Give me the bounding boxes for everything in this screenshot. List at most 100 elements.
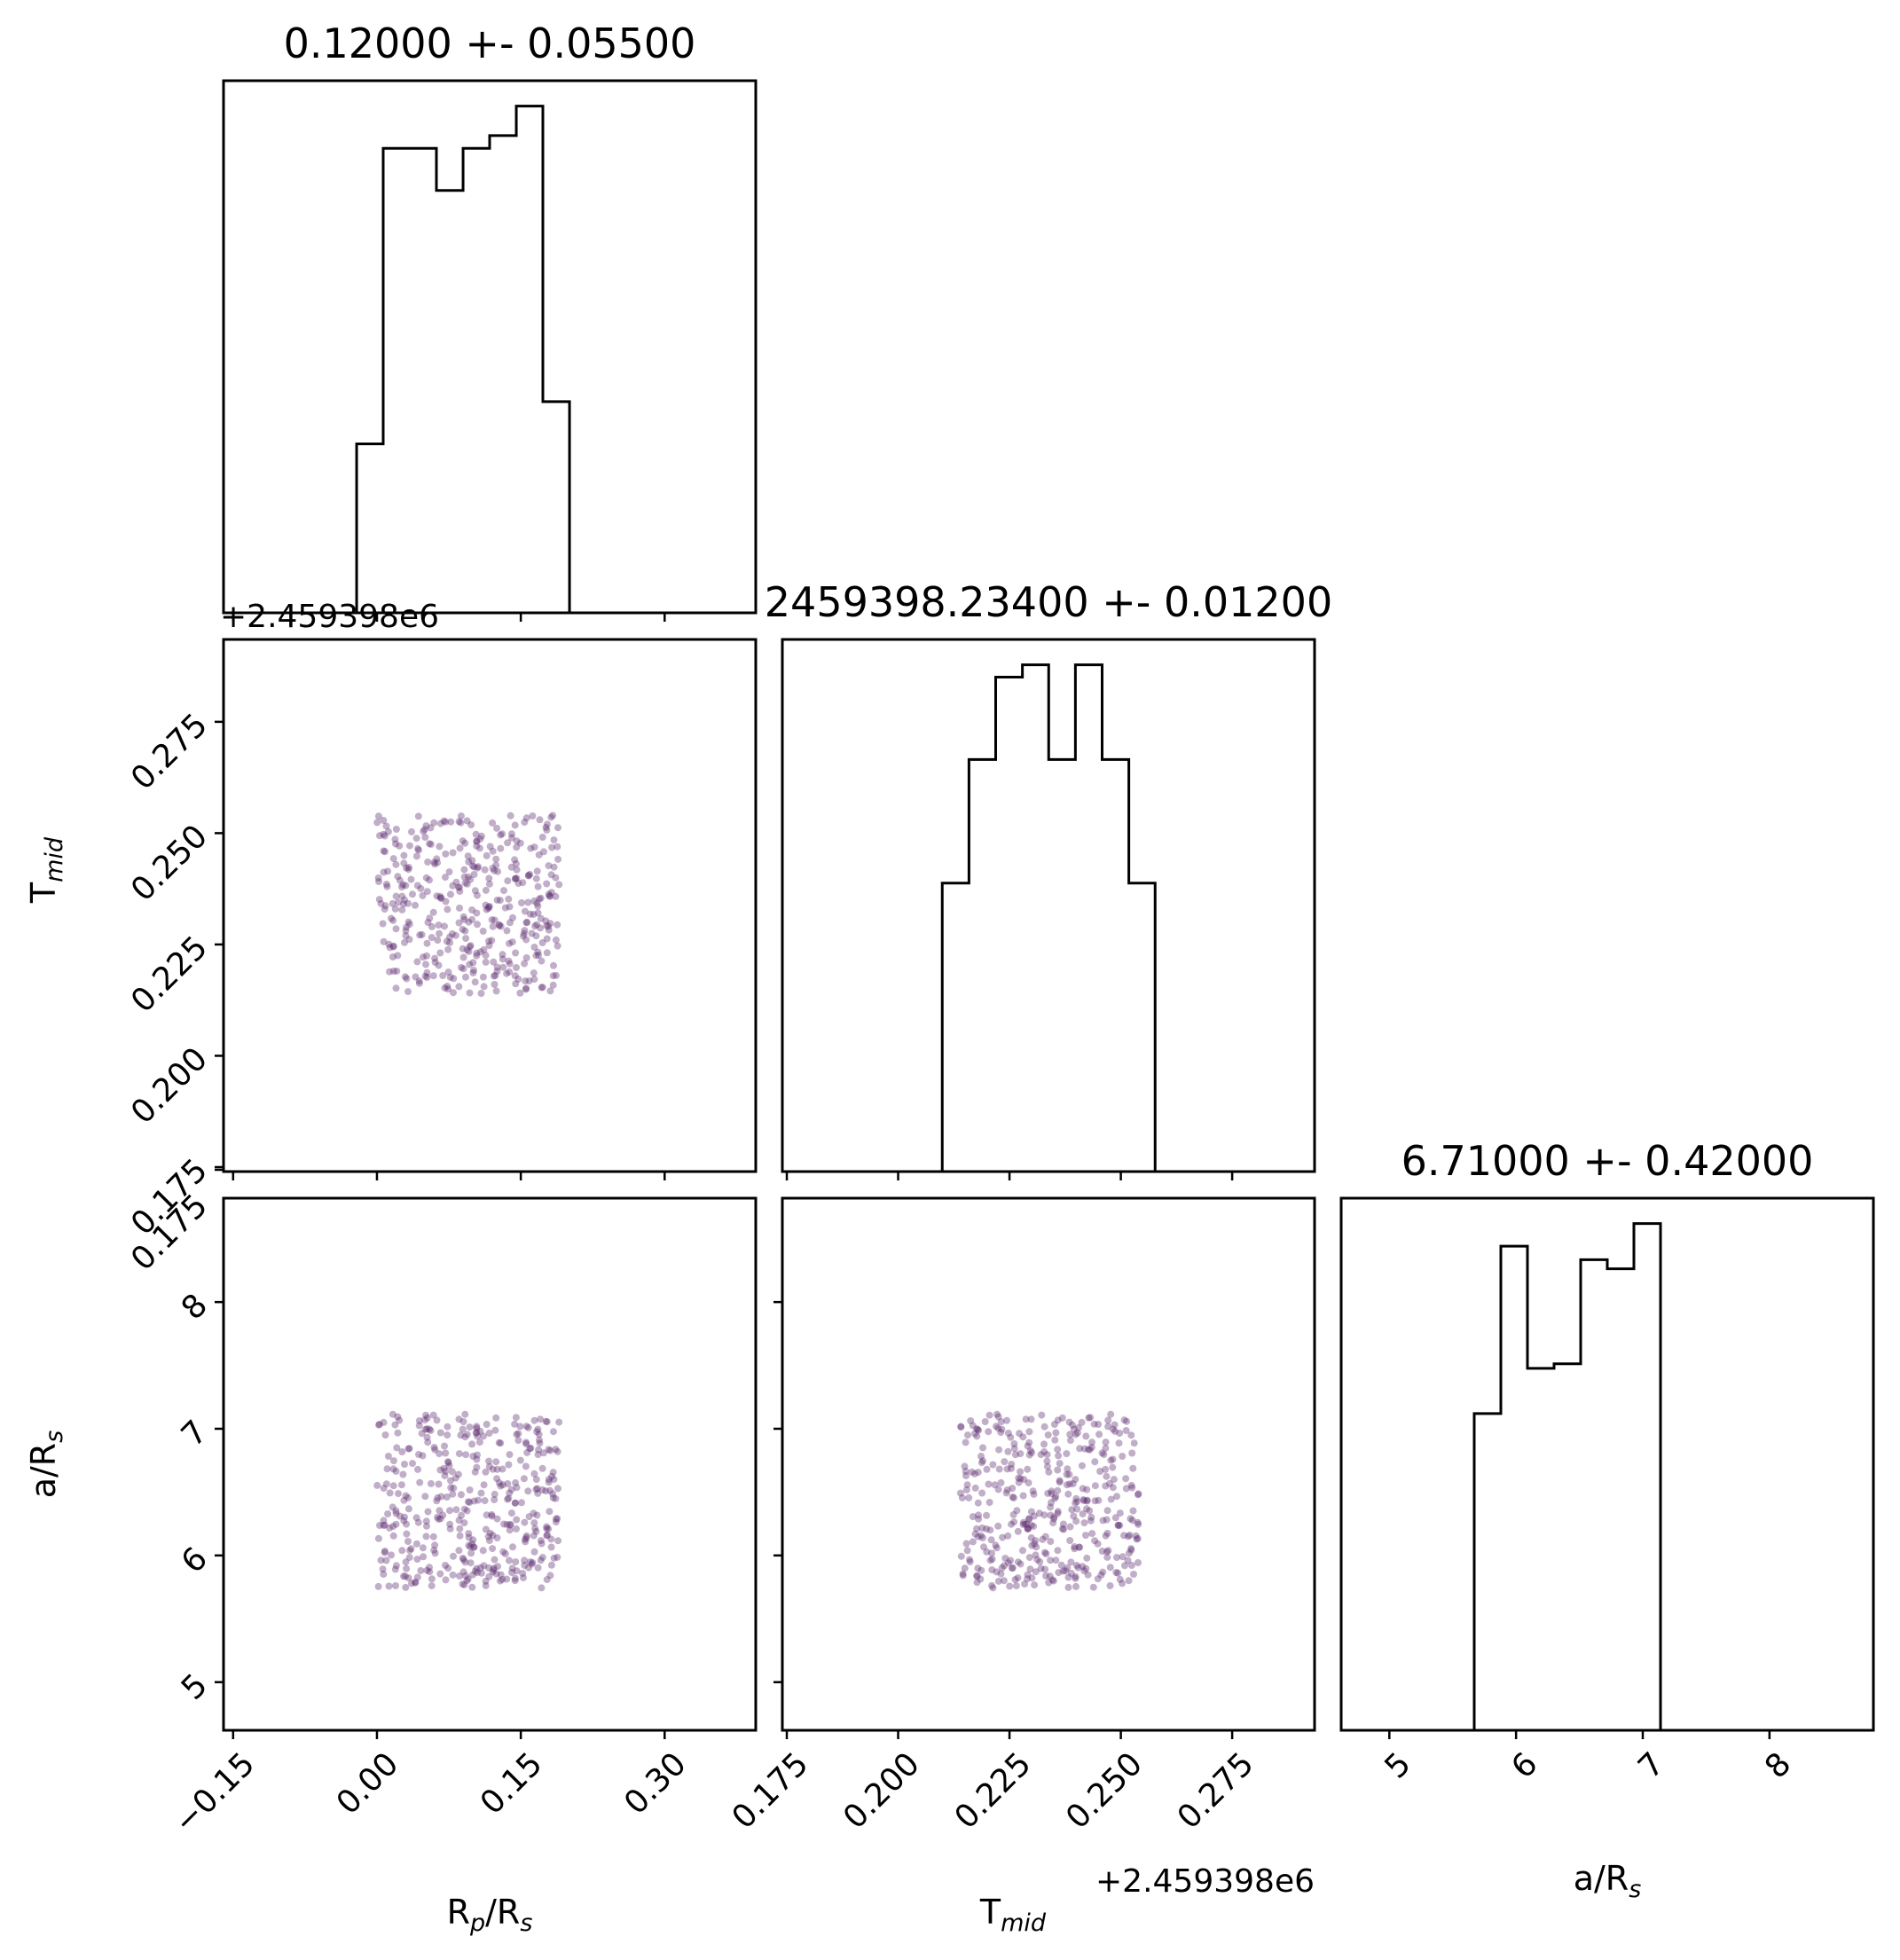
scatter-point [389, 943, 397, 951]
scatter-point [994, 1413, 1002, 1421]
scatter-point [987, 1536, 995, 1544]
scatter-point [1025, 1525, 1032, 1533]
scatter-point [534, 1489, 542, 1497]
scatter-point [1019, 1518, 1027, 1526]
scatter-point [534, 902, 542, 910]
scatter-point [1003, 1416, 1010, 1424]
scatter-point [1087, 1517, 1095, 1525]
scatter-point [533, 1428, 541, 1436]
scatter-point [1019, 1492, 1027, 1500]
scatter-point [412, 1540, 420, 1548]
scatter-point [467, 821, 475, 829]
scatter-point [430, 1546, 438, 1554]
scatter-point [986, 1556, 994, 1564]
scatter-point [991, 1481, 999, 1489]
scatter-point [521, 927, 529, 935]
scatter-point [486, 843, 494, 851]
scatter-point [536, 816, 544, 824]
scatter-point [549, 1490, 557, 1498]
scatter-point [412, 1579, 419, 1587]
scatter-point [1130, 1571, 1137, 1578]
scatter-point [525, 872, 532, 880]
scatter-point [512, 949, 520, 957]
scatter-point [512, 980, 520, 988]
scatter-point [530, 897, 538, 905]
scatter-point [460, 873, 468, 881]
scatter-point [985, 1480, 993, 1488]
scatter-point [457, 1491, 465, 1499]
scatter-point [440, 1464, 448, 1472]
scatter-point [1074, 1564, 1082, 1572]
scatter-point [423, 1433, 431, 1441]
scatter-point [1119, 1553, 1127, 1561]
scatter-point [1004, 1532, 1012, 1540]
scatter-point [404, 899, 412, 907]
scatter-point [1052, 1429, 1060, 1437]
scatter-point [962, 1439, 970, 1446]
scatter-point [1025, 1439, 1033, 1446]
scatter-point [482, 958, 490, 966]
scatter-point [491, 971, 499, 979]
scatter-point [426, 914, 434, 922]
scatter-point [985, 1411, 993, 1419]
scatter-point [973, 1425, 980, 1433]
scatter-point [485, 874, 493, 882]
scatter-point [1014, 1574, 1022, 1582]
scatter-point [423, 952, 430, 960]
scatter-point [1021, 1520, 1029, 1528]
scatter-point [521, 907, 529, 915]
scatter-point [473, 1463, 481, 1471]
scatter-point [522, 984, 530, 992]
scatter-point [533, 899, 541, 907]
scatter-point [534, 1425, 542, 1433]
scatter-point [382, 881, 390, 888]
scatter-point [547, 813, 555, 821]
scatter-point [415, 979, 423, 987]
scatter-point [524, 898, 532, 906]
scatter-point [512, 874, 519, 882]
scatter-point [492, 1570, 500, 1578]
scatter-point [1135, 1490, 1142, 1498]
scatter-point [1114, 1522, 1122, 1529]
scatter-point [489, 1568, 497, 1576]
scatter-point [391, 1565, 399, 1573]
scatter-point [475, 863, 483, 871]
scatter-point [442, 1468, 450, 1475]
scatter-point [975, 1515, 983, 1523]
scatter-point [532, 1476, 540, 1484]
scatter-point [485, 903, 493, 911]
scatter-point [403, 1520, 411, 1528]
scatter-point [504, 877, 512, 885]
scatter-point [402, 932, 410, 940]
scatter-point [1037, 1451, 1045, 1459]
scatter-point [404, 918, 412, 926]
scatter-point [997, 1429, 1005, 1437]
scatter-point [409, 890, 416, 898]
scatter-point [532, 874, 540, 882]
scatter-point [473, 952, 481, 960]
scatter-point [490, 958, 498, 966]
scatter-point [1001, 1458, 1009, 1466]
scatter-point [479, 1432, 487, 1440]
scatter-point [485, 942, 493, 950]
scatter-point [554, 843, 561, 851]
scatter-point [383, 882, 391, 890]
scatter-point [415, 977, 423, 985]
scatter-point [1054, 1547, 1062, 1555]
scatter-point [444, 1423, 451, 1431]
scatter-point [1051, 1436, 1059, 1444]
scatter-point [534, 882, 542, 890]
scatter-point [520, 1475, 528, 1483]
scatter-point [437, 1493, 445, 1501]
scatter-point [449, 882, 457, 890]
scatter-point [1067, 1558, 1075, 1566]
scatter-point [1048, 1487, 1056, 1495]
scatter-point [395, 1490, 402, 1498]
scatter-point [1116, 1509, 1124, 1517]
scatter-point [516, 839, 524, 847]
scatter-point [381, 1548, 389, 1556]
scatter-point [1025, 1554, 1033, 1562]
scatter-point [397, 883, 405, 891]
scatter-point [1066, 1523, 1074, 1531]
scatter-point [392, 1467, 400, 1475]
